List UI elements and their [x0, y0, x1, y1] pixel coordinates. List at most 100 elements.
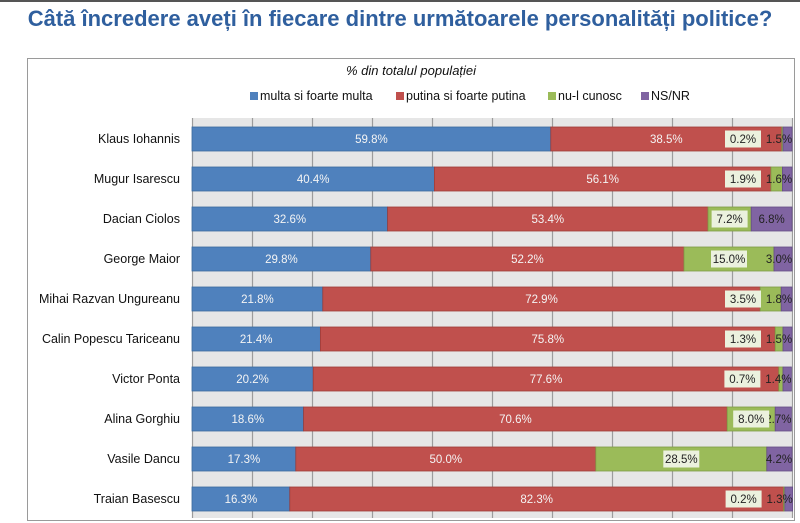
bar-segment — [773, 246, 793, 272]
data-label: 32.6% — [273, 214, 306, 226]
bar-segment — [370, 246, 685, 272]
category-label: Dacian Ciolos — [103, 212, 180, 226]
bar-segment — [766, 446, 793, 472]
data-label: 0.7% — [729, 374, 755, 386]
data-label: 0.2% — [730, 494, 756, 506]
bar-segment — [191, 486, 291, 512]
data-label: 4.2% — [766, 454, 792, 466]
data-label: 1.5% — [766, 334, 792, 346]
data-label-box — [725, 330, 761, 348]
bar-segment — [782, 326, 793, 352]
data-label: 1.3% — [766, 494, 792, 506]
category-label: Mihai Razvan Ungureanu — [39, 292, 180, 306]
legend-swatch-multa — [250, 92, 258, 100]
bar-segment — [191, 326, 321, 352]
data-label: 3.0% — [766, 254, 792, 266]
data-label: 52.2% — [511, 254, 544, 266]
bar-segment — [750, 206, 793, 232]
data-label: 77.6% — [530, 374, 563, 386]
bar-segment — [191, 206, 389, 232]
data-label-box — [725, 290, 761, 308]
chart-title: % din totalul populației — [345, 63, 477, 78]
data-label: 1.3% — [730, 334, 756, 346]
top-border-line — [0, 0, 800, 2]
data-label: 50.0% — [429, 454, 462, 466]
bar-segment — [774, 406, 792, 432]
data-label: 59.8% — [355, 134, 388, 146]
data-label: 2.7% — [765, 414, 791, 426]
category-label: Alina Gorghiu — [104, 412, 180, 426]
page-title: Câtă încredere aveți în fiecare dintre u… — [27, 6, 773, 31]
bar-segment — [782, 166, 793, 192]
category-label: Victor Ponta — [112, 372, 180, 386]
legend-item-multa: multa si foarte multa — [250, 89, 373, 103]
data-label: 15.0% — [713, 254, 746, 266]
data-label: 72.9% — [525, 294, 558, 306]
bar-segment — [191, 406, 304, 432]
data-label: 70.6% — [499, 414, 532, 426]
data-label: 29.8% — [265, 254, 298, 266]
legend-label-nsnr: NS/NR — [651, 89, 690, 103]
bar-segment — [782, 126, 793, 152]
bar-segment — [191, 286, 324, 312]
bar-segment — [289, 486, 784, 512]
data-label: 1.4% — [765, 374, 791, 386]
legend-item-putina: putina si foarte putina — [396, 89, 526, 103]
data-label: 18.6% — [231, 414, 264, 426]
category-label: Calin Popescu Tariceanu — [42, 332, 180, 346]
legend-item-nu-l-cunosc: nu-l cunosc — [548, 89, 622, 103]
data-label-box — [724, 370, 761, 388]
data-label: 40.4% — [297, 174, 330, 186]
category-label: Traian Basescu — [94, 492, 180, 506]
data-label: 53.4% — [531, 214, 564, 226]
data-label: 38.5% — [650, 134, 683, 146]
data-label: 1.8% — [766, 294, 792, 306]
legend-swatch-nu-l-cunosc — [548, 92, 556, 100]
bar-segment — [191, 246, 372, 272]
bar-segment — [191, 446, 297, 472]
bar-segment — [387, 206, 709, 232]
data-label: 20.2% — [236, 374, 269, 386]
bar-segment — [433, 166, 772, 192]
legend-swatch-nsnr — [641, 92, 649, 100]
data-label: 17.3% — [228, 454, 261, 466]
bar-segment — [319, 326, 776, 352]
legend-item-nsnr: NS/NR — [641, 89, 690, 103]
data-label: 56.1% — [586, 174, 619, 186]
chart-legend: multa si foarte multa putina si foarte p… — [0, 89, 800, 107]
category-label: George Maior — [104, 252, 180, 266]
data-label: 16.3% — [225, 494, 258, 506]
data-label: 6.8% — [758, 214, 784, 226]
data-label: 82.3% — [520, 494, 553, 506]
data-label: 0.2% — [730, 134, 756, 146]
data-label-box — [711, 250, 747, 268]
category-label: Vasile Dancu — [107, 452, 180, 466]
data-label-box — [733, 410, 770, 428]
data-label-box — [663, 450, 700, 468]
data-label: 7.2% — [716, 214, 742, 226]
data-label: 3.5% — [730, 294, 756, 306]
data-label: 28.5% — [665, 454, 698, 466]
category-label: Klaus Iohannis — [98, 132, 180, 146]
data-label-box — [725, 130, 761, 148]
bar-segment — [784, 486, 793, 512]
data-label: 21.8% — [241, 294, 274, 306]
data-label: 21.4% — [240, 334, 273, 346]
legend-label-nu-l-cunosc: nu-l cunosc — [558, 89, 622, 103]
data-label: 75.8% — [531, 334, 564, 346]
bar-segment — [312, 366, 780, 392]
legend-swatch-putina — [396, 92, 404, 100]
data-label: 8.0% — [738, 414, 764, 426]
data-label-box — [711, 210, 748, 228]
bar-segment — [782, 366, 792, 392]
legend-label-multa: multa si foarte multa — [260, 89, 373, 103]
bar-segment — [780, 286, 793, 312]
data-label: 1.9% — [730, 174, 756, 186]
bar-segment — [191, 366, 314, 392]
bar-segment — [322, 286, 761, 312]
data-label-box — [725, 170, 761, 188]
category-label: Mugur Isarescu — [94, 172, 180, 186]
data-label: 1.5% — [766, 134, 792, 146]
legend-label-putina: putina si foarte putina — [406, 89, 526, 103]
